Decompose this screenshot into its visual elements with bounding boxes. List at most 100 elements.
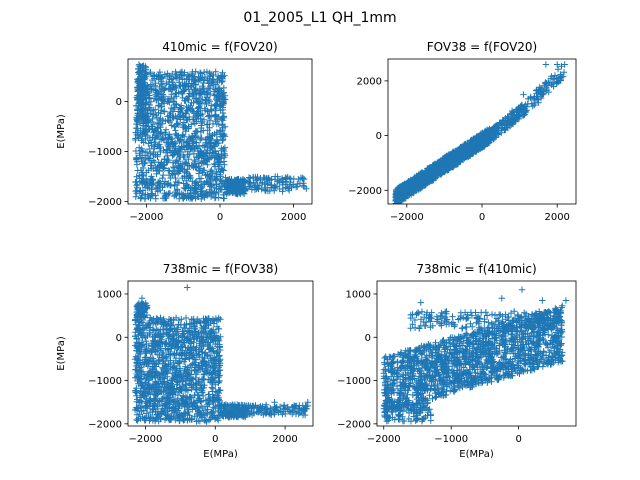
scatter-series <box>392 61 568 204</box>
scatter-point <box>204 86 212 94</box>
scatter-point <box>411 183 418 190</box>
scatter-point <box>136 376 144 383</box>
scatter-point <box>294 180 301 188</box>
scatter-point <box>297 174 305 181</box>
scatter-point <box>190 399 197 406</box>
scatter-point <box>154 151 161 158</box>
scatter-point <box>201 359 208 366</box>
scatter-point <box>211 332 218 339</box>
scatter-point <box>161 407 168 414</box>
x-tick-label: 2000 <box>281 212 306 223</box>
scatter-point <box>157 110 164 117</box>
subplot-title: 410mic = f(FOV20) <box>162 40 277 54</box>
scatter-point <box>212 315 220 322</box>
scatter-point <box>177 370 184 377</box>
scatter-point <box>138 116 145 123</box>
scatter-point <box>221 130 228 138</box>
scatter-point <box>285 407 293 415</box>
scatter-point <box>164 410 172 418</box>
scatter-point <box>178 143 185 150</box>
scatter-point <box>226 183 233 190</box>
scatter-point <box>276 403 284 410</box>
scatter-point <box>242 178 250 185</box>
scatter-point <box>145 167 152 174</box>
scatter-point <box>241 185 249 193</box>
scatter-point <box>159 135 166 142</box>
scatter-point <box>170 84 178 91</box>
scatter-point <box>137 67 145 74</box>
scatter-point <box>300 183 308 191</box>
scatter-point <box>153 326 160 333</box>
scatter-point <box>211 412 218 419</box>
scatter-point <box>169 70 176 78</box>
scatter-point <box>200 127 207 134</box>
scatter-point <box>182 128 189 135</box>
scatter-point <box>186 90 193 97</box>
scatter-point <box>138 403 146 410</box>
scatter-point <box>154 163 161 171</box>
scatter-point <box>194 108 201 115</box>
x-tick-label: 0 <box>212 434 218 445</box>
scatter-point <box>184 366 191 373</box>
scatter-point <box>537 89 544 97</box>
scatter-point <box>144 191 151 199</box>
scatter-point <box>173 365 180 372</box>
y-tick-label: 0 <box>116 333 122 344</box>
scatter-point <box>220 195 227 202</box>
scatter-point <box>531 101 538 109</box>
scatter-point <box>149 320 157 327</box>
scatter-point <box>287 179 294 186</box>
scatter-point <box>463 153 470 160</box>
scatter-point <box>214 370 221 378</box>
axes-frame <box>127 280 314 427</box>
scatter-point <box>202 338 210 345</box>
scatter-point <box>196 395 203 402</box>
scatter-point <box>195 391 202 399</box>
x-tick-label: −2000 <box>129 434 163 445</box>
scatter-point <box>184 106 192 114</box>
scatter-point <box>185 175 192 182</box>
scatter-point <box>136 68 143 75</box>
scatter-point <box>140 407 147 414</box>
scatter-point <box>163 180 171 188</box>
scatter-point <box>143 400 150 407</box>
scatter-point <box>189 329 196 336</box>
scatter-point <box>243 404 251 412</box>
scatter-point <box>206 401 213 408</box>
scatter-point <box>276 179 283 186</box>
scatter-point <box>464 151 472 159</box>
scatter-point <box>200 392 207 400</box>
scatter-point <box>147 162 154 169</box>
scatter-point <box>168 104 175 112</box>
scatter-point <box>191 188 198 196</box>
scatter-point <box>135 87 142 94</box>
scatter-point <box>549 75 557 82</box>
scatter-point <box>204 147 211 154</box>
scatter-point <box>204 180 212 187</box>
scatter-point <box>179 94 186 102</box>
scatter-point <box>217 72 225 79</box>
scatter-point <box>202 397 209 404</box>
scatter-point <box>185 82 192 89</box>
scatter-point <box>194 97 202 105</box>
scatter-point <box>208 370 216 377</box>
scatter-point <box>224 188 231 196</box>
scatter-series <box>380 286 570 425</box>
scatter-point <box>186 327 193 334</box>
scatter-point <box>143 302 151 309</box>
scatter-point <box>173 186 181 194</box>
scatter-point <box>258 186 265 193</box>
scatter-point <box>195 378 202 385</box>
scatter-point <box>165 320 172 327</box>
scatter-point <box>476 135 483 142</box>
scatter-point <box>166 333 174 341</box>
scatter-point <box>260 174 267 181</box>
scatter-point <box>210 320 218 327</box>
scatter-point <box>170 364 177 371</box>
scatter-point <box>220 158 228 165</box>
scatter-point <box>180 330 187 337</box>
scatter-point <box>179 378 186 385</box>
scatter-point <box>177 83 184 90</box>
scatter-point <box>155 141 162 148</box>
scatter-point <box>195 160 203 167</box>
